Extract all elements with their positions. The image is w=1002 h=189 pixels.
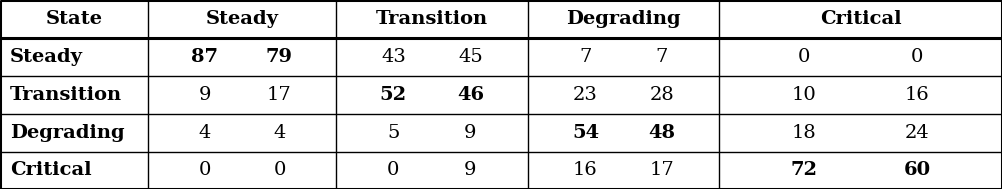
Text: 46: 46 [457, 86, 484, 104]
Text: 52: 52 [380, 86, 407, 104]
Text: Transition: Transition [10, 86, 122, 104]
Text: 0: 0 [274, 161, 286, 179]
Text: 0: 0 [911, 48, 924, 66]
Text: 0: 0 [798, 48, 811, 66]
Text: 18: 18 [792, 124, 817, 142]
Text: 60: 60 [904, 161, 931, 179]
Text: 72: 72 [791, 161, 818, 179]
Text: Steady: Steady [205, 10, 279, 28]
Text: 79: 79 [266, 48, 293, 66]
Text: Degrading: Degrading [566, 10, 681, 28]
Text: Degrading: Degrading [10, 124, 124, 142]
Text: Critical: Critical [10, 161, 91, 179]
Text: 9: 9 [198, 86, 210, 104]
Text: 0: 0 [198, 161, 210, 179]
Text: 17: 17 [268, 86, 292, 104]
Text: 4: 4 [274, 124, 286, 142]
Text: 16: 16 [905, 86, 930, 104]
Text: 54: 54 [572, 124, 599, 142]
Text: 24: 24 [905, 124, 930, 142]
Text: 9: 9 [464, 124, 477, 142]
Text: State: State [46, 10, 102, 28]
Text: 9: 9 [464, 161, 477, 179]
Text: 7: 7 [579, 48, 591, 66]
Text: 7: 7 [656, 48, 668, 66]
Text: 28: 28 [649, 86, 674, 104]
Text: 16: 16 [573, 161, 598, 179]
Text: Transition: Transition [376, 10, 488, 28]
Text: 17: 17 [649, 161, 674, 179]
Text: 23: 23 [573, 86, 598, 104]
Text: Steady: Steady [10, 48, 83, 66]
Text: 4: 4 [198, 124, 210, 142]
Text: 45: 45 [458, 48, 483, 66]
Text: 10: 10 [792, 86, 817, 104]
Text: 48: 48 [648, 124, 675, 142]
Text: Critical: Critical [820, 10, 902, 28]
Text: 5: 5 [387, 124, 400, 142]
Text: 0: 0 [387, 161, 400, 179]
Text: 87: 87 [191, 48, 218, 66]
Text: 43: 43 [381, 48, 406, 66]
